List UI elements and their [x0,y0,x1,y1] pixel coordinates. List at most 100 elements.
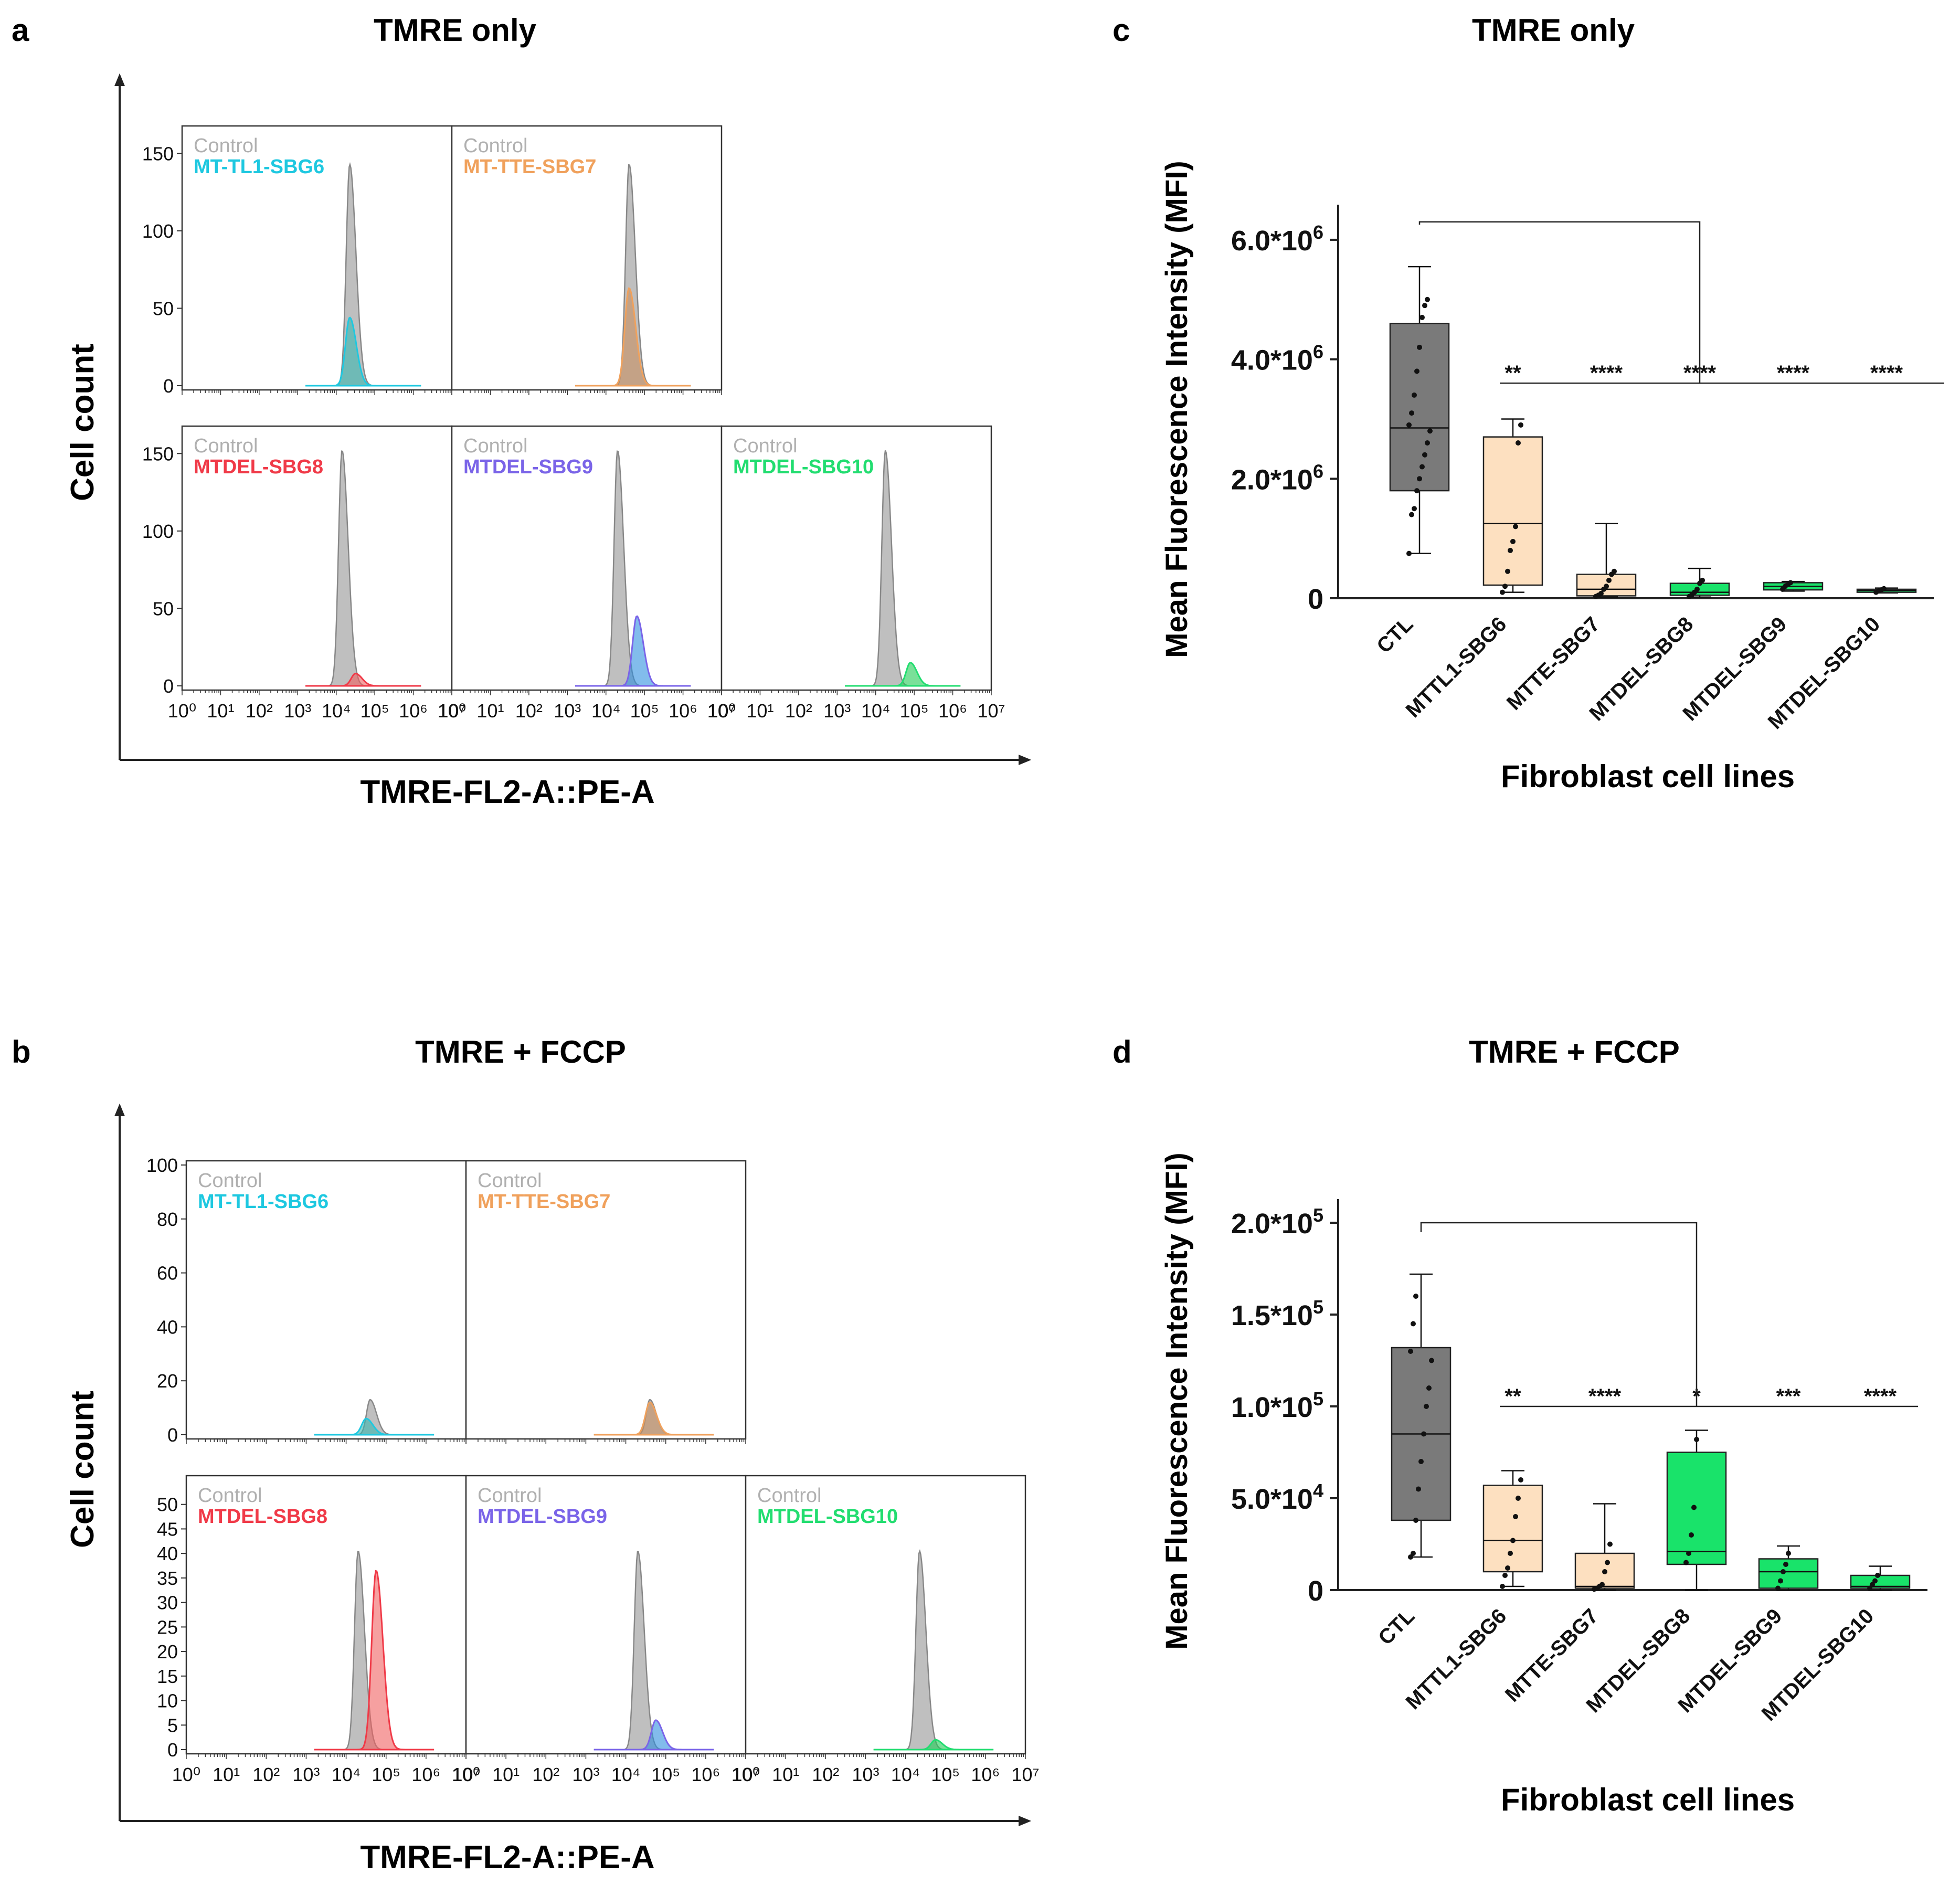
y-tick-label: 100 [146,1155,178,1176]
x-tick-label: 10² [785,700,812,722]
panel-b-title: TMRE + FCCP [415,1034,626,1069]
x-tick-label: 10⁵ [931,1764,960,1785]
data-point [1518,1477,1523,1482]
y-tick-label: 30 [157,1592,178,1614]
data-point [1786,1551,1791,1556]
x-tick-label: 10⁰ [168,700,196,722]
x-tick-label: 10⁵ [900,700,929,722]
x-tick-label: 10⁰ [452,1764,480,1785]
category-label: CTL [1374,1604,1419,1649]
data-point [1422,303,1427,309]
x-tick-label: 10⁴ [891,1764,920,1785]
y-tick-label: 6.0*106 [1231,221,1323,257]
control-legend-label: Control [478,1485,542,1507]
box-CTL: CTL [1374,1273,1452,1649]
y-tick-label: 50 [153,598,174,619]
data-point [1419,464,1425,470]
x-tick-label: 10⁴ [322,700,351,722]
x-tick-label: 10³ [554,700,581,722]
y-tick-label: 20 [157,1370,178,1392]
x-tick-label: 10⁰ [732,1764,760,1785]
sample-legend-label: MTDEL-SBG8 [198,1506,327,1528]
panel-b-ylabel: Cell count [65,1391,101,1548]
sample-histogram-MTDEL-SBG10 [873,1739,994,1751]
y-tick-label: 40 [157,1543,178,1564]
sample-histogram-MTDEL-SBG10 [845,662,961,687]
significance-label: **** [1870,362,1903,385]
sample-histogram-MT-TTE-SBG7 [594,1401,714,1436]
x-tick-label: 10⁴ [332,1764,361,1785]
panel-d-xlabel: Fibroblast cell lines [1501,1782,1795,1817]
x-tick-label: 10³ [572,1764,599,1785]
data-point [1602,1569,1607,1574]
box-MTDEL-SBG10: MTDEL-SBG10**** [1764,362,1917,734]
panel-a-ylabel: Cell count [65,344,101,501]
control-legend-label: Control [194,135,258,157]
y-tick-label: 15 [157,1666,178,1687]
control-legend-label: Control [463,135,528,157]
y-tick-label: 80 [157,1209,178,1230]
x-tick-label: 10¹ [213,1764,240,1785]
control-legend-label: Control [478,1170,542,1192]
data-point [1508,1551,1513,1556]
data-point [1510,538,1516,544]
comparison-bracket [1418,221,1701,384]
sample-legend-label: MTDEL-SBG10 [757,1506,898,1528]
y-tick-label: 5.0*104 [1231,1480,1323,1515]
data-point [1426,1385,1432,1391]
y-tick-label: 0 [1308,584,1323,615]
data-point [1414,488,1419,494]
data-point [1502,584,1508,589]
box-MTDEL-SBG9: MTDEL-SBG9**** [1678,362,1824,725]
data-point [1411,1321,1416,1327]
data-point [1416,1486,1421,1492]
y-tick-label: 0 [167,1739,178,1761]
y-tick-label: 2.0*106 [1231,460,1323,495]
histogram-panel-MTDEL-SBG9: 10⁰ 10¹ 10² 10³ 10⁴ 10⁵ 10⁶ 10⁷ ControlMTDEL-SBG… [438,425,736,722]
box-body [1758,1558,1819,1589]
y-tick-label: 5 [167,1714,178,1736]
data-point [1516,440,1521,446]
sample-legend-label: MTDEL-SBG8 [194,456,323,478]
x-tick-label: 10⁶ [971,1764,1000,1785]
data-point [1516,1496,1521,1501]
histogram-frame [465,1160,747,1440]
x-tick-label: 10² [246,700,273,722]
y-tick-label: 40 [157,1316,178,1338]
category-label: MTTE-SBG7 [1501,1604,1603,1707]
histogram-frame [185,1475,467,1755]
comparison-bracket [1420,1222,1698,1406]
x-tick-label: 10¹ [746,700,774,722]
data-point [1505,568,1510,574]
panel-b-outer-axes [114,1103,1032,1826]
data-point [1408,1349,1413,1354]
sample-legend-label: MTDEL-SBG9 [478,1506,607,1528]
y-tick-label: 100 [142,521,174,542]
category-label: MTTE-SBG7 [1502,612,1605,715]
data-point [1881,586,1887,591]
data-point [1422,452,1427,458]
y-tick-label: 0 [163,675,174,697]
histogram-frame [721,425,992,691]
data-point [1421,1431,1426,1437]
y-tick-label: 50 [157,1494,178,1516]
x-tick-label: 10⁴ [591,700,621,722]
data-point [1598,590,1604,596]
histogram-frame [181,425,453,691]
x-tick-label: 10⁰ [707,700,736,722]
data-point [1406,550,1412,556]
data-point [1599,1582,1605,1587]
x-tick-label: 10⁴ [861,700,891,722]
box-MTDEL-SBG10: MTDEL-SBG10**** [1757,1385,1911,1725]
panel-c-xlabel: Fibroblast cell lines [1501,759,1795,794]
data-point [1686,1551,1691,1556]
box-body [1482,436,1543,586]
data-point [1775,1585,1781,1591]
x-tick-label: 10⁶ [669,700,697,722]
sample-legend-label: MT-TL1-SBG6 [194,156,324,178]
x-tick-label: 10⁴ [611,1764,641,1785]
significance-label: **** [1864,1385,1897,1408]
x-tick-label: 10¹ [476,700,504,722]
data-point [1425,440,1430,446]
